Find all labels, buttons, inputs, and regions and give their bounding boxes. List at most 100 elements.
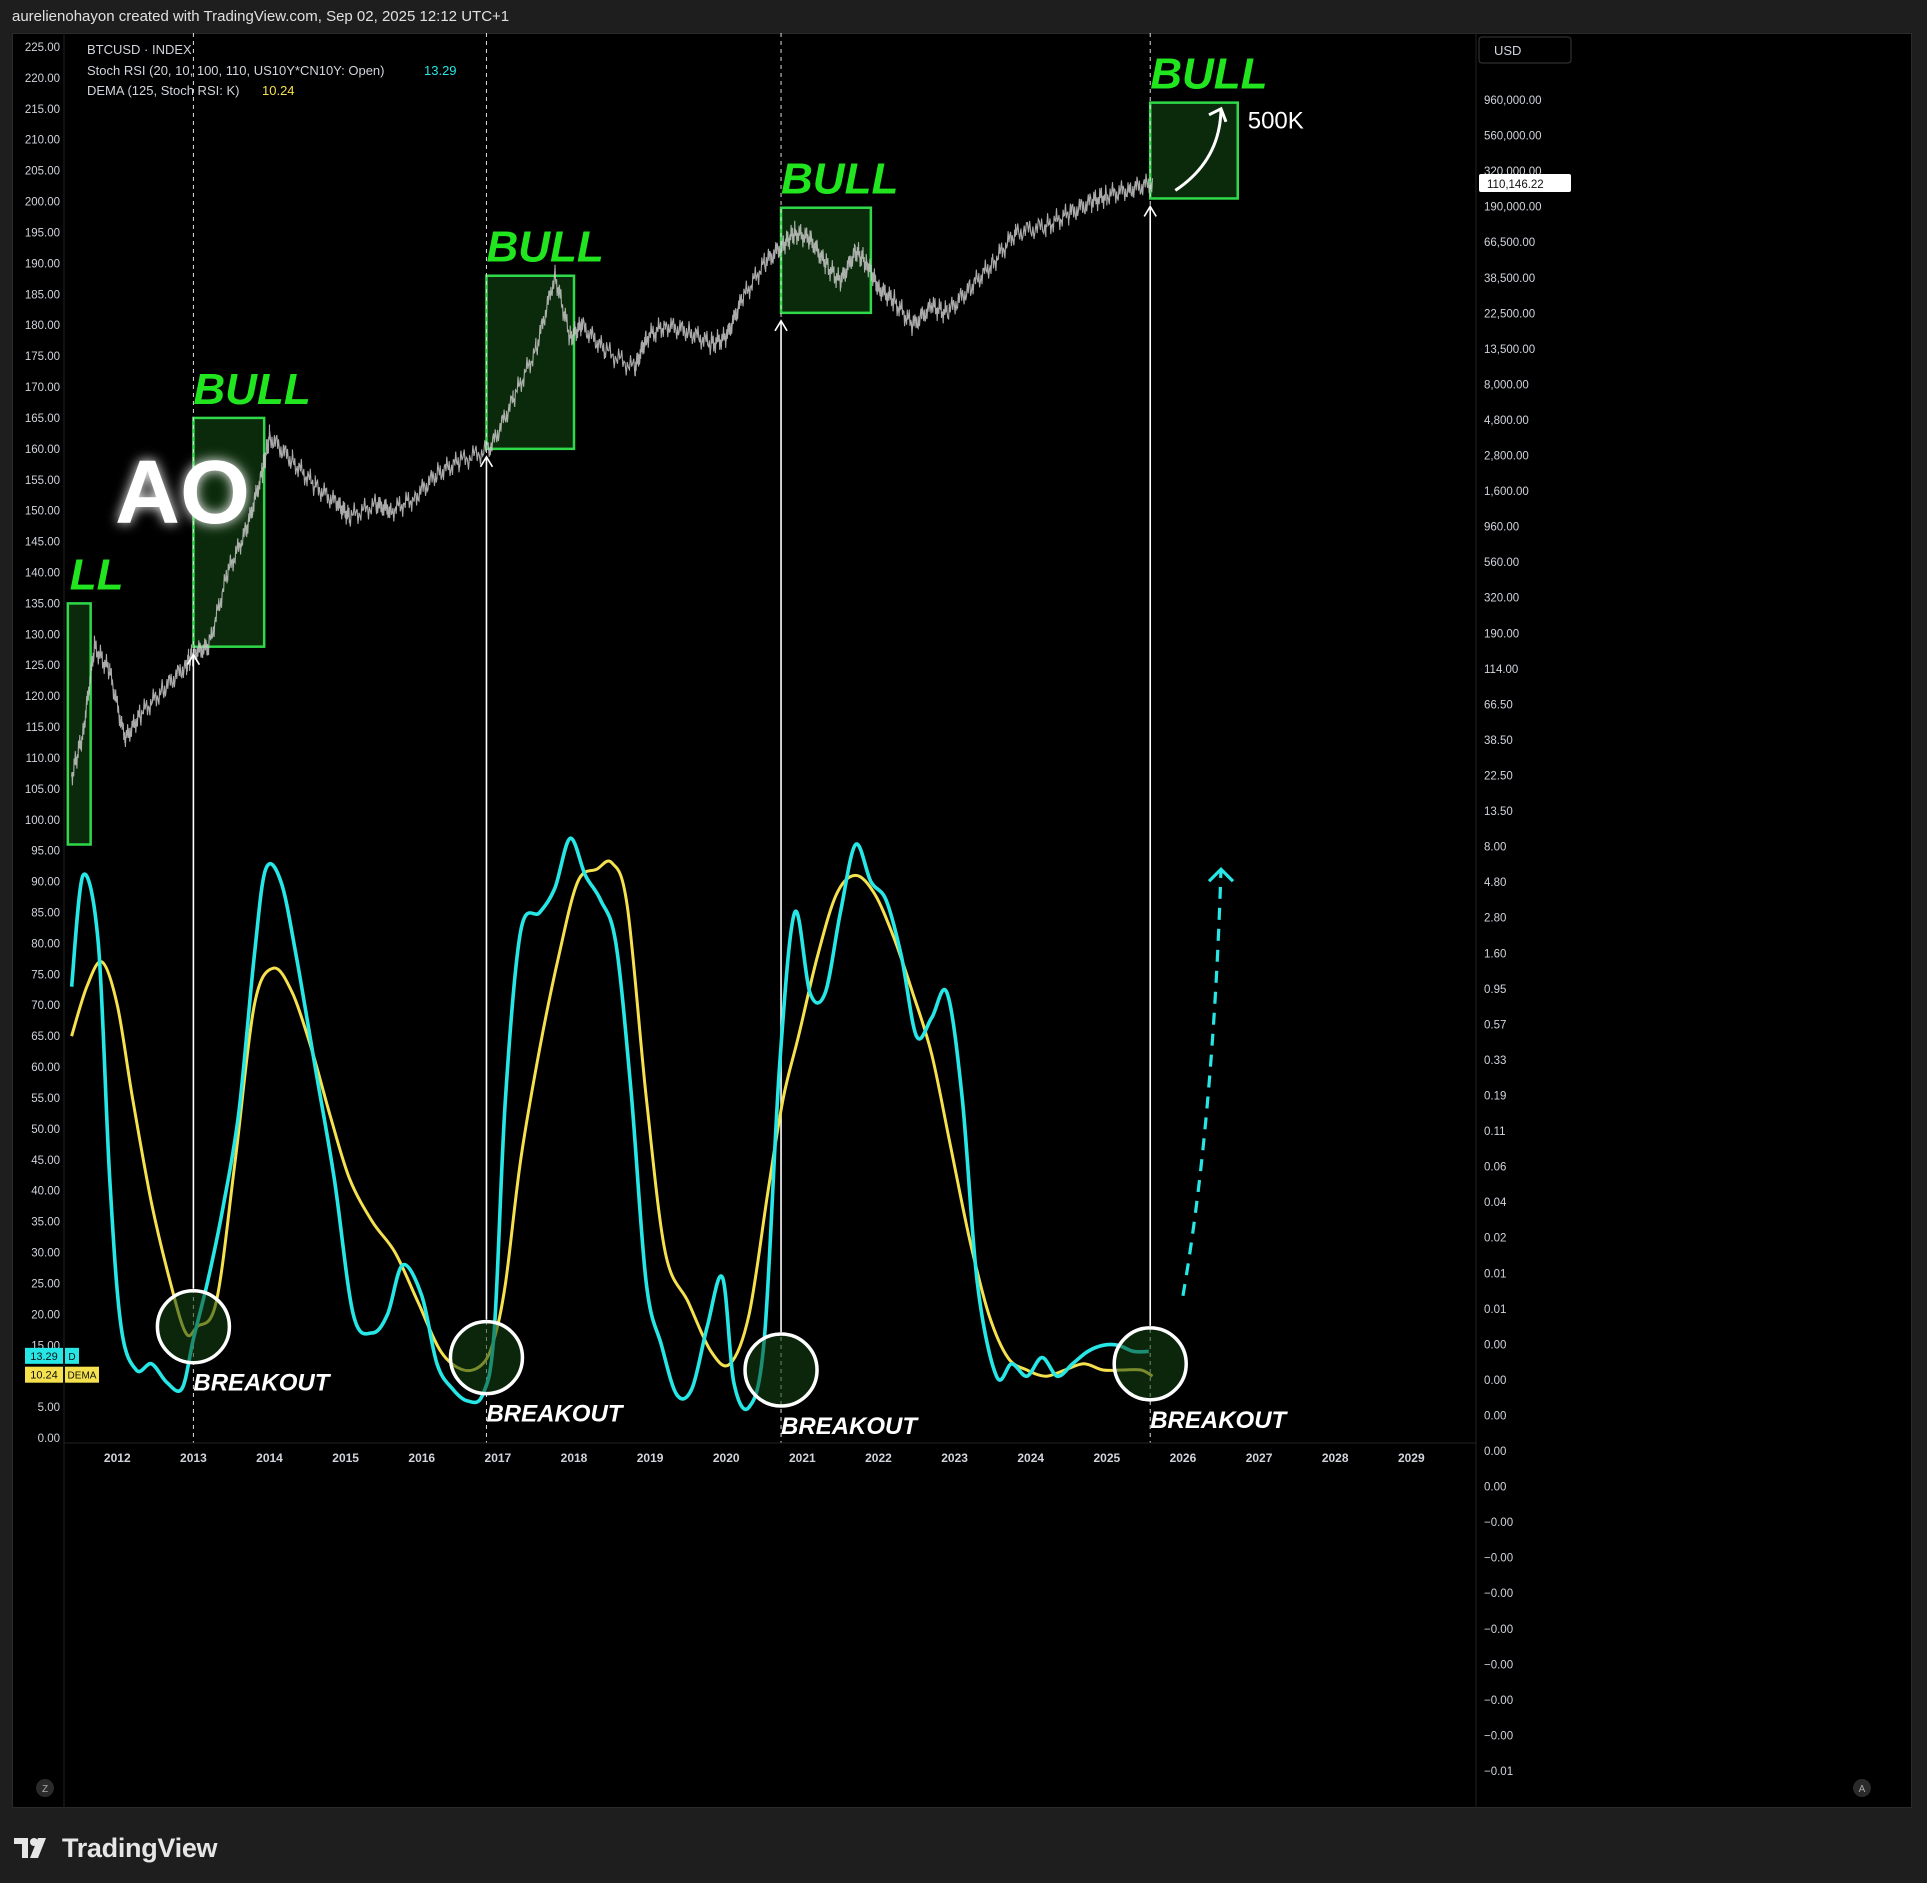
right-axis-tick: 22.50 — [1484, 771, 1513, 783]
left-axis-tick: 95.00 — [31, 846, 60, 858]
left-axis-tick: 50.00 — [31, 1124, 60, 1136]
chart[interactable]: LL BULL BULL BULL BULL BREAKOUT BREAKOUT BREAKO… — [12, 33, 1912, 1808]
right-axis-tick: 38.50 — [1484, 735, 1513, 747]
right-axis-tick: 8,000.00 — [1484, 379, 1529, 391]
right-axis-tick: −0.00 — [1484, 1624, 1513, 1636]
right-axis-tick: −0.00 — [1484, 1588, 1513, 1600]
right-axis-tick: 38,500.00 — [1484, 273, 1535, 285]
left-axis-tick: 125.00 — [25, 660, 60, 672]
left-axis-tick: 165.00 — [25, 413, 60, 425]
right-axis-tick: 0.95 — [1484, 984, 1506, 996]
right-axis-tick: 0.00 — [1484, 1375, 1506, 1387]
zoom-button-left-label: Z — [42, 1784, 48, 1795]
legend-stoch-value: 13.29 — [424, 63, 457, 78]
right-axis-tick: −0.00 — [1484, 1517, 1513, 1529]
time-axis-tick: 2014 — [256, 1451, 283, 1465]
right-axis-tick: 66,500.00 — [1484, 237, 1535, 249]
time-axis-tick: 2015 — [332, 1451, 359, 1465]
left-axis-tick: 215.00 — [25, 104, 60, 116]
right-axis-tick: −0.00 — [1484, 1730, 1513, 1742]
time-axis-tick: 2022 — [865, 1451, 892, 1465]
time-axis-tick: 2013 — [180, 1451, 207, 1465]
currency-button[interactable] — [1478, 36, 1572, 64]
legend-stoch-label: Stoch RSI (20, 10, 100, 110, US10Y*CN10Y… — [87, 63, 385, 78]
target-label: 500K — [1248, 108, 1304, 135]
bull-label: BULL — [193, 365, 310, 414]
value-badge — [25, 1366, 63, 1383]
right-axis-tick: 0.00 — [1484, 1339, 1506, 1351]
bull-box — [1148, 101, 1239, 200]
price-badge — [1479, 174, 1571, 193]
stoch-rsi-line — [69, 836, 1149, 1412]
tradingview-logo-icon — [14, 1838, 46, 1858]
legend-dema-label: DEMA (125, Stoch RSI: K) — [87, 83, 239, 98]
time-axis-tick: 2025 — [1093, 1451, 1120, 1465]
breakout-circle — [448, 1319, 525, 1396]
breakout-label: BREAKOUT — [1150, 1407, 1288, 1434]
zoom-button-left[interactable] — [36, 1779, 54, 1797]
left-axis-tick: 100.00 — [25, 815, 60, 827]
left-axis-tick: 195.00 — [25, 227, 60, 239]
left-axis-tick: 40.00 — [31, 1186, 60, 1198]
left-axis-tick: 110.00 — [26, 753, 60, 765]
left-axis-tick: 85.00 — [31, 908, 60, 920]
left-axis-tick: 200.00 — [25, 197, 60, 209]
bull-label: BULL — [781, 155, 898, 204]
time-axis-tick: 2017 — [485, 1451, 512, 1465]
projection-arrow — [1181, 869, 1223, 1297]
left-axis-tick: 205.00 — [25, 166, 60, 178]
left-axis-tick: 65.00 — [31, 1031, 60, 1043]
time-axis-tick: 2024 — [1017, 1451, 1044, 1465]
right-axis-tick: 0.11 — [1484, 1126, 1506, 1138]
auto-scale-button[interactable] — [1853, 1779, 1871, 1797]
left-axis-tick: 130.00 — [25, 629, 60, 641]
right-axis-tick: 4.80 — [1484, 877, 1506, 889]
time-axis-tick: 2016 — [408, 1451, 435, 1465]
right-axis-tick: 66.50 — [1484, 699, 1513, 711]
time-axis-tick: 2028 — [1322, 1451, 1349, 1465]
right-axis-tick: 960.00 — [1484, 522, 1519, 534]
right-axis-tick: −0.00 — [1484, 1695, 1513, 1707]
right-axis-tick: 0.57 — [1484, 1019, 1506, 1031]
left-axis-tick: 75.00 — [31, 969, 60, 981]
left-axis-tick: 30.00 — [31, 1248, 60, 1260]
time-axis-tick: 2020 — [713, 1451, 740, 1465]
time-axis-tick: 2018 — [561, 1451, 588, 1465]
bull-label: BULL — [1150, 50, 1267, 99]
right-axis-tick: 0.19 — [1484, 1090, 1506, 1102]
right-axis-tick: 0.06 — [1484, 1162, 1506, 1174]
left-axis-tick: 35.00 — [31, 1217, 60, 1229]
left-axis-tick: 60.00 — [31, 1062, 60, 1074]
right-axis-tick: 8.00 — [1484, 842, 1506, 854]
legend-symbol: BTCUSD · INDEX — [87, 42, 192, 57]
bull-box — [66, 602, 92, 846]
btc-price-line — [71, 173, 1154, 786]
bull-label: LL — [70, 550, 124, 599]
arrow-head-icon — [1207, 866, 1235, 883]
breakout-label: BREAKOUT — [486, 1401, 624, 1428]
left-axis-tick: 55.00 — [31, 1093, 60, 1105]
right-axis-tick: 1,600.00 — [1484, 486, 1529, 498]
left-axis-tick: 175.00 — [25, 351, 60, 363]
ao-logo-text: AO — [115, 443, 250, 543]
right-axis-tick: 190.00 — [1484, 628, 1519, 640]
left-axis-tick: 210.00 — [25, 135, 60, 147]
right-axis-tick: 320.00 — [1484, 593, 1519, 605]
time-axis-tick: 2021 — [789, 1451, 816, 1465]
right-axis-tick: 0.04 — [1484, 1197, 1507, 1209]
left-axis-tick: 20.00 — [31, 1309, 60, 1321]
left-axis-tick: 160.00 — [25, 444, 60, 456]
left-axis-tick: 70.00 — [31, 1000, 60, 1012]
price-badge-text: 110,146.22 — [1487, 179, 1544, 191]
breakout-circle — [743, 1332, 819, 1408]
time-axis-tick: 2026 — [1170, 1451, 1197, 1465]
value-badge-tag-text: D — [68, 1352, 75, 1363]
right-axis-tick: −0.01 — [1484, 1766, 1513, 1778]
right-axis-tick: 0.01 — [1484, 1268, 1506, 1280]
chart-frame — [12, 33, 1912, 1808]
right-axis-tick: 190,000.00 — [1484, 202, 1542, 214]
time-axis-tick: 2019 — [637, 1451, 664, 1465]
left-axis-tick: 145.00 — [25, 537, 60, 549]
right-axis-tick: 960,000.00 — [1484, 95, 1542, 107]
time-axis-tick: 2027 — [1246, 1451, 1273, 1465]
